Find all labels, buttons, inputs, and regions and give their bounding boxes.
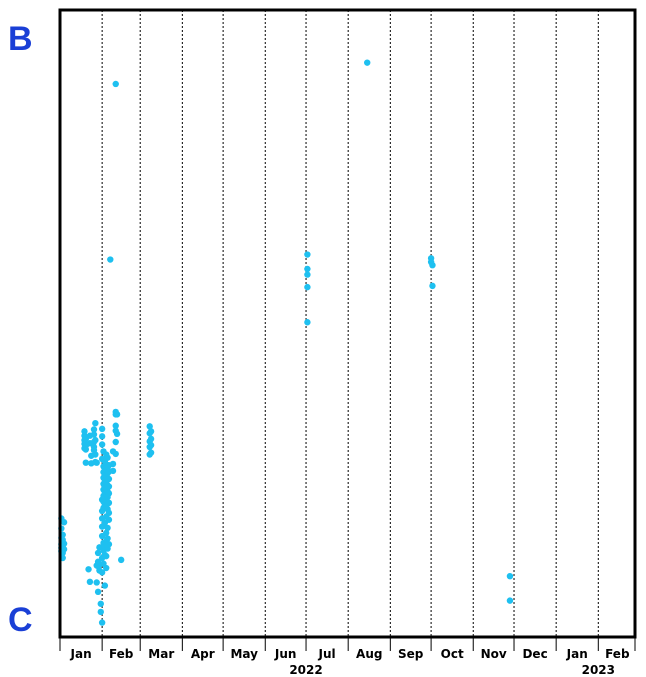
data-point bbox=[304, 283, 311, 291]
data-point bbox=[113, 411, 121, 418]
data-point bbox=[113, 430, 121, 438]
data-point bbox=[117, 556, 125, 564]
data-point bbox=[109, 467, 117, 475]
month-label: Jun bbox=[274, 647, 297, 661]
month-label: Feb bbox=[605, 647, 630, 661]
month-label: Jan bbox=[566, 647, 588, 661]
data-point bbox=[506, 572, 514, 580]
data-point bbox=[104, 535, 111, 542]
month-label: Jan bbox=[70, 647, 92, 661]
data-point bbox=[103, 552, 110, 560]
data-point bbox=[112, 80, 119, 88]
data-point bbox=[147, 441, 155, 449]
data-point bbox=[101, 582, 109, 589]
data-point bbox=[98, 433, 106, 440]
data-point bbox=[94, 588, 102, 596]
data-point bbox=[97, 608, 104, 616]
data-point bbox=[146, 423, 153, 430]
data-point bbox=[109, 460, 117, 468]
data-point bbox=[112, 450, 119, 458]
data-point bbox=[81, 428, 88, 435]
data-point bbox=[147, 428, 155, 435]
data-point bbox=[97, 600, 104, 607]
data-point bbox=[304, 251, 311, 258]
data-point bbox=[104, 454, 111, 461]
data-point bbox=[105, 516, 113, 523]
data-point bbox=[506, 597, 514, 604]
month-label: Nov bbox=[481, 647, 507, 661]
data-point bbox=[93, 459, 100, 466]
data-point bbox=[60, 546, 68, 553]
month-label: May bbox=[230, 647, 258, 661]
month-label: Apr bbox=[191, 647, 215, 661]
data-point bbox=[304, 271, 311, 278]
month-label: Sep bbox=[398, 647, 424, 661]
month-label: Aug bbox=[356, 647, 382, 661]
data-point bbox=[82, 459, 90, 466]
data-point bbox=[147, 435, 155, 443]
data-point bbox=[304, 265, 311, 273]
data-point bbox=[429, 282, 436, 290]
year-label: 2023 bbox=[582, 663, 615, 677]
data-point bbox=[90, 426, 98, 433]
data-point bbox=[86, 578, 94, 586]
data-point bbox=[85, 566, 92, 573]
data-point bbox=[98, 425, 106, 433]
y-axis-bottom-label: C bbox=[8, 601, 33, 639]
x-axis-labels: Jan Feb Mar Apr May Jun Jul Aug Sep Oct Nov Dec Jan F… bbox=[70, 647, 630, 677]
month-label: Oct bbox=[441, 647, 464, 661]
data-point bbox=[147, 449, 155, 456]
month-label: Dec bbox=[522, 647, 547, 661]
y-axis-top-label: B bbox=[8, 20, 33, 58]
data-point bbox=[105, 499, 113, 507]
x-axis-ticks bbox=[59, 637, 636, 651]
data-point bbox=[105, 541, 113, 548]
data-point bbox=[105, 490, 113, 497]
year-label: 2022 bbox=[289, 663, 322, 677]
month-label: Mar bbox=[148, 647, 174, 661]
data-point bbox=[90, 431, 98, 438]
data-point bbox=[98, 619, 106, 626]
data-point bbox=[82, 446, 90, 453]
month-label: Jul bbox=[318, 647, 336, 661]
data-point bbox=[92, 451, 99, 458]
data-point bbox=[60, 540, 68, 547]
data-point bbox=[304, 319, 311, 326]
data-point bbox=[92, 419, 99, 427]
data-point bbox=[60, 519, 68, 526]
data-point bbox=[107, 256, 114, 263]
data-point bbox=[429, 261, 436, 269]
data-point bbox=[105, 483, 113, 490]
data-point bbox=[98, 569, 106, 576]
data-point bbox=[98, 441, 106, 448]
month-gridlines bbox=[101, 10, 599, 637]
data-point bbox=[105, 509, 113, 517]
data-point bbox=[103, 529, 110, 537]
month-label: Feb bbox=[109, 647, 134, 661]
data-point bbox=[92, 436, 99, 444]
data-point bbox=[364, 59, 371, 66]
data-point bbox=[93, 579, 100, 586]
data-point bbox=[112, 422, 119, 429]
data-point bbox=[105, 475, 113, 483]
plot-frame bbox=[58, 8, 637, 639]
data-points bbox=[58, 59, 514, 626]
data-point bbox=[104, 524, 111, 532]
data-point bbox=[103, 564, 110, 572]
data-point bbox=[112, 438, 119, 446]
data-point bbox=[94, 549, 102, 557]
